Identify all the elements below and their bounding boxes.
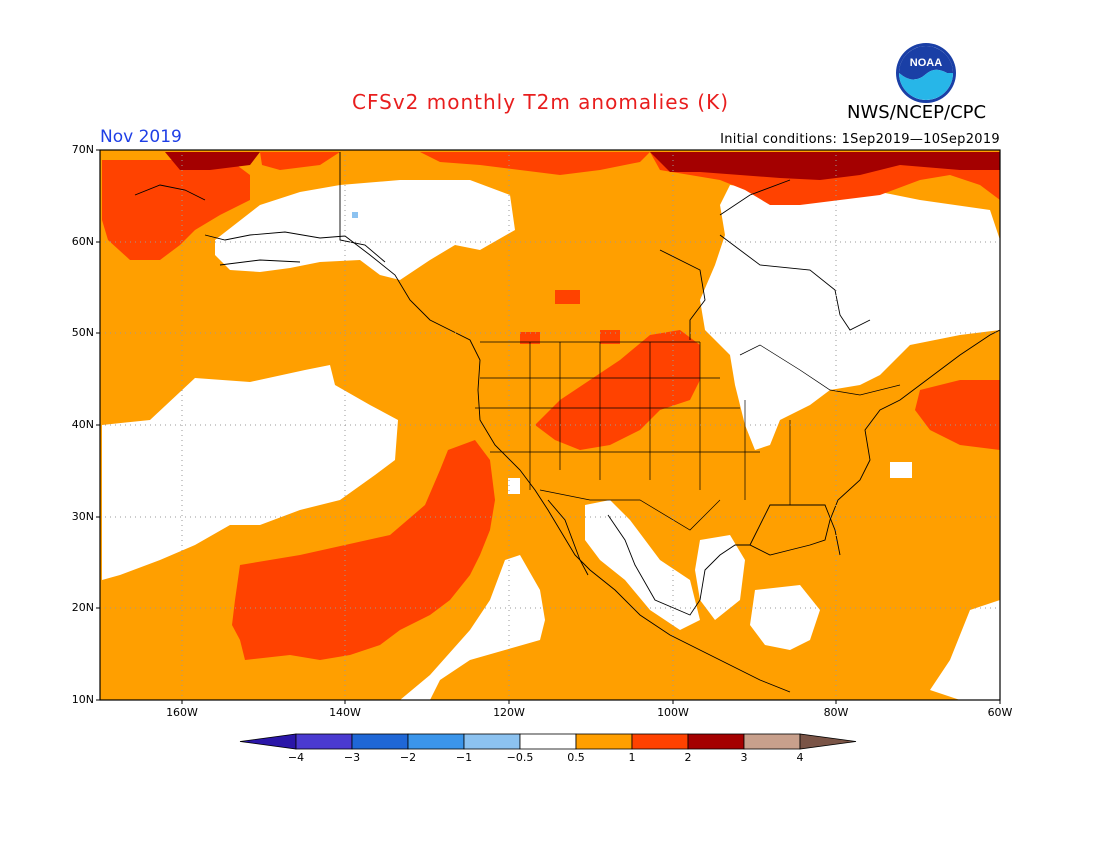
colorbar-tick-label: 3 [740,751,748,764]
lat-label-20n: 20N [71,601,94,614]
colorbar-swatch [463,733,521,750]
colorbar-swatch [519,733,577,750]
coastlines [134,152,1001,693]
lat-label-60n: 60N [71,235,94,248]
colorbar-tick-label: −2 [399,751,417,764]
colorbar-tick-label: −0.5 [506,751,534,764]
colorbar-swatch [575,733,633,750]
colorbar-tick-label: −4 [287,751,305,764]
colorbar-swatch [295,733,353,750]
forecast-month: Nov 2019 [100,127,182,147]
lon-label-100w: 100W [657,706,689,719]
colorbar-tick-label: −1 [455,751,473,764]
political-borders [475,341,901,531]
lat-label-30n: 30N [71,510,94,523]
agency-label: NWS/NCEP/CPC [847,102,987,123]
lat-label-70n: 70N [71,143,94,156]
colorbar-swatch [351,733,409,750]
colorbar-swatch-min [239,733,297,750]
colorbar-tick-label: 0.5 [567,751,585,764]
lon-label-120w: 120W [493,706,525,719]
colorbar-tick-label: 2 [684,751,692,764]
lat-label-40n: 40N [71,418,94,431]
lon-label-80w: 80W [823,706,849,719]
colorbar-swatch [687,733,745,750]
colorbar-swatch-max [799,733,857,750]
axis-ticks [96,149,1001,704]
colorbar-swatch [631,733,689,750]
noaa-logo: NOAA [896,43,956,103]
colorbar-legend [239,733,857,750]
lon-label-160w: 160W [166,706,198,719]
colorbar-tick-label: 1 [628,751,636,764]
logo-text: NOAA [910,57,942,69]
colorbar-tick-label: 4 [796,751,804,764]
gridlines [100,150,1000,700]
initial-conditions: Initial conditions: 1Sep2019—10Sep2019 [720,132,1000,147]
lat-label-10n: 10N [71,693,94,706]
lat-label-50n: 50N [71,326,94,339]
colorbar-tick-label: −3 [343,751,361,764]
colorbar-swatch [743,733,801,750]
map-title: CFSv2 monthly T2m anomalies (K) [352,90,729,114]
colorbar-swatch [407,733,465,750]
lon-label-60w: 60W [987,706,1013,719]
lon-label-140w: 140W [329,706,361,719]
